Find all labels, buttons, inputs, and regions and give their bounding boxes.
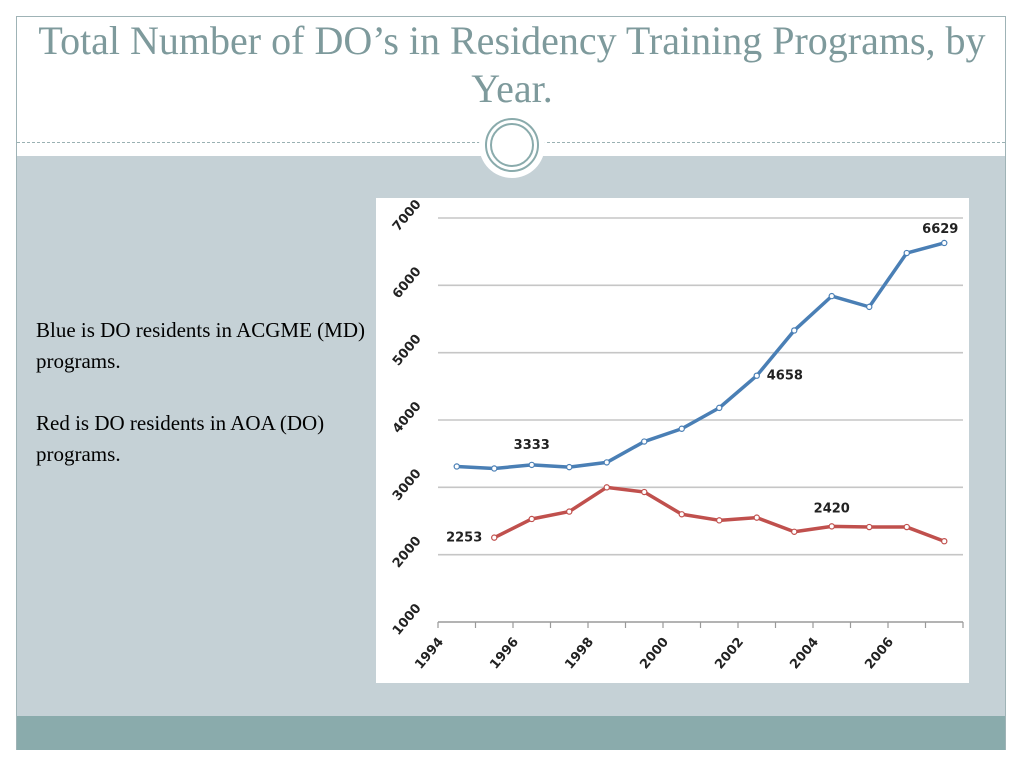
data-label: 3333 bbox=[514, 438, 550, 453]
blue-data-point bbox=[453, 463, 460, 470]
data-label: 4658 bbox=[767, 369, 803, 384]
red-data-point bbox=[753, 514, 760, 521]
y-tick-label: 2000 bbox=[390, 534, 425, 571]
y-tick-label: 5000 bbox=[390, 332, 425, 369]
blue-data-point bbox=[753, 372, 760, 379]
blue-data-point bbox=[528, 461, 535, 469]
blue-series-line bbox=[455, 241, 946, 471]
data-label: 2253 bbox=[446, 531, 482, 546]
blue-data-point bbox=[566, 463, 573, 471]
red-data-point bbox=[603, 484, 610, 491]
blue-data-point bbox=[791, 327, 798, 334]
red-data-point bbox=[566, 508, 573, 515]
slide-title: Total Number of DO’s in Residency Traini… bbox=[38, 18, 986, 111]
red-data-point bbox=[903, 523, 910, 531]
red-series-note: Red is DO residents in AOA (DO) programs… bbox=[36, 411, 325, 466]
red-data-point bbox=[641, 488, 648, 496]
red-data-point bbox=[866, 523, 873, 531]
blue-data-point bbox=[716, 404, 723, 412]
red-series-line bbox=[492, 485, 946, 543]
x-tick-label: 1998 bbox=[562, 635, 597, 672]
y-tick-label: 7000 bbox=[390, 198, 425, 234]
footer-band bbox=[17, 716, 1005, 750]
data-label: 2420 bbox=[814, 501, 850, 516]
x-tick-label: 2006 bbox=[862, 635, 897, 672]
red-data-point bbox=[491, 534, 498, 541]
data-label: 6629 bbox=[922, 222, 958, 237]
y-tick-label: 4000 bbox=[390, 399, 425, 436]
blue-data-point bbox=[828, 292, 835, 300]
red-data-point bbox=[828, 523, 835, 530]
blue-data-point bbox=[866, 303, 873, 311]
red-data-point bbox=[528, 515, 535, 523]
red-data-point bbox=[941, 538, 948, 545]
blue-data-point bbox=[641, 438, 648, 445]
legend-explanation: Blue is DO residents in ACGME (MD) progr… bbox=[36, 315, 366, 501]
x-tick-label: 2000 bbox=[637, 635, 672, 672]
y-tick-label: 1000 bbox=[390, 601, 425, 638]
red-data-point bbox=[716, 517, 723, 524]
x-tick-label: 2004 bbox=[787, 635, 822, 672]
blue-data-point bbox=[941, 239, 948, 247]
chart-canvas: 1000 2000 3000 4000 5000 6000 7000 1994 1996 1998… bbox=[390, 198, 964, 672]
blue-data-point bbox=[603, 459, 610, 466]
blue-data-point bbox=[491, 465, 498, 472]
y-tick-label: 3000 bbox=[390, 466, 425, 503]
red-data-point bbox=[678, 511, 685, 518]
red-data-point bbox=[791, 528, 798, 535]
circle-ornament-icon bbox=[479, 112, 545, 178]
x-tick-label: 1996 bbox=[487, 635, 522, 672]
y-tick-label: 6000 bbox=[390, 264, 425, 301]
blue-series-note: Blue is DO residents in ACGME (MD) progr… bbox=[36, 318, 365, 373]
x-tick-label: 2002 bbox=[712, 635, 747, 672]
line-chart: 1000 2000 3000 4000 5000 6000 7000 1994 1996 1998… bbox=[376, 198, 969, 683]
blue-data-point bbox=[903, 249, 910, 257]
x-tick-label: 1994 bbox=[412, 635, 447, 672]
blue-data-point bbox=[678, 425, 685, 432]
